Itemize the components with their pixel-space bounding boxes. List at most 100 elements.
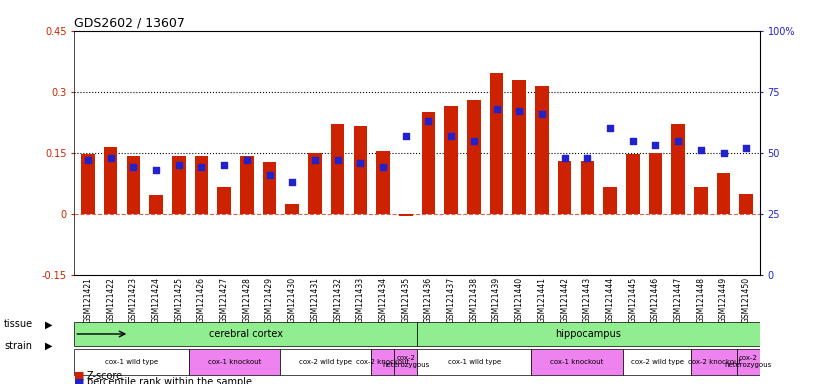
Text: GSM121427: GSM121427 [220, 277, 229, 323]
Text: GSM121449: GSM121449 [719, 277, 728, 323]
Text: GSM121428: GSM121428 [242, 277, 251, 323]
Bar [240, 156, 254, 214]
Bar [581, 161, 594, 214]
Text: GSM121435: GSM121435 [401, 277, 411, 323]
Bar [672, 124, 685, 214]
Bar [354, 126, 368, 214]
Bar [331, 124, 344, 214]
Bar [444, 106, 458, 214]
Bar [717, 173, 730, 214]
Bar [263, 162, 277, 214]
Text: GSM121446: GSM121446 [651, 277, 660, 323]
Text: GSM121434: GSM121434 [378, 277, 387, 323]
Text: ■: ■ [74, 371, 85, 381]
FancyBboxPatch shape [280, 349, 372, 375]
Text: GSM121431: GSM121431 [311, 277, 320, 323]
Text: cox-2 knockout: cox-2 knockout [356, 359, 410, 365]
Point [535, 111, 548, 117]
Text: Z-score: Z-score [87, 371, 123, 381]
Text: GDS2602 / 13607: GDS2602 / 13607 [74, 17, 185, 30]
Text: GSM121436: GSM121436 [424, 277, 433, 323]
Text: GSM121423: GSM121423 [129, 277, 138, 323]
FancyBboxPatch shape [394, 349, 417, 375]
Text: GSM121442: GSM121442 [560, 277, 569, 323]
Point [695, 147, 708, 154]
Bar [490, 73, 503, 214]
Text: cox-2 wild type: cox-2 wild type [630, 359, 684, 365]
FancyBboxPatch shape [737, 349, 760, 375]
FancyBboxPatch shape [531, 349, 623, 375]
Text: GSM121424: GSM121424 [151, 277, 160, 323]
Text: cox-1 knockout: cox-1 knockout [550, 359, 604, 365]
Text: GSM121422: GSM121422 [107, 277, 115, 323]
Bar [626, 154, 639, 214]
Bar [558, 161, 572, 214]
FancyBboxPatch shape [691, 349, 737, 375]
Point [740, 145, 753, 151]
Point [604, 125, 617, 131]
Text: GSM121429: GSM121429 [265, 277, 274, 323]
Point [717, 150, 730, 156]
FancyBboxPatch shape [74, 349, 188, 375]
Bar [195, 156, 208, 214]
Text: cox-2
heterozygous: cox-2 heterozygous [382, 355, 430, 368]
Text: cox-2
heterozygous: cox-2 heterozygous [725, 355, 772, 368]
Point [286, 179, 299, 185]
Bar [286, 204, 299, 214]
Point [354, 159, 367, 166]
Text: hippocampus: hippocampus [556, 329, 621, 339]
Text: ■: ■ [74, 377, 85, 384]
Text: strain: strain [4, 341, 32, 351]
Text: GSM121437: GSM121437 [447, 277, 456, 323]
Text: GSM121445: GSM121445 [629, 277, 638, 323]
Bar [217, 187, 231, 214]
FancyBboxPatch shape [623, 349, 691, 375]
Text: GSM121430: GSM121430 [287, 277, 297, 323]
Text: percentile rank within the sample: percentile rank within the sample [87, 377, 252, 384]
Bar [399, 214, 413, 216]
Text: GSM121426: GSM121426 [197, 277, 206, 323]
Point [626, 137, 639, 144]
Bar [172, 156, 186, 214]
Text: ▶: ▶ [45, 319, 53, 329]
Text: cox-2 wild type: cox-2 wild type [299, 359, 352, 365]
Point [581, 155, 594, 161]
FancyBboxPatch shape [188, 349, 280, 375]
Text: GSM121440: GSM121440 [515, 277, 524, 323]
Point [195, 164, 208, 170]
Text: cox-1 wild type: cox-1 wild type [448, 359, 501, 365]
Bar [150, 195, 163, 214]
Text: GSM121448: GSM121448 [696, 277, 705, 323]
FancyBboxPatch shape [417, 349, 531, 375]
Bar [467, 100, 481, 214]
Point [399, 132, 412, 139]
Point [217, 162, 230, 168]
Text: ▶: ▶ [45, 341, 53, 351]
Bar [126, 156, 140, 214]
Text: GSM121450: GSM121450 [742, 277, 751, 323]
Text: GSM121444: GSM121444 [605, 277, 615, 323]
Bar [739, 194, 753, 214]
Text: tissue: tissue [4, 319, 33, 329]
Point [558, 155, 572, 161]
Text: cerebral cortex: cerebral cortex [209, 329, 282, 339]
Text: GSM121421: GSM121421 [83, 277, 93, 323]
Point [150, 167, 163, 173]
Text: GSM121441: GSM121441 [538, 277, 547, 323]
Point [377, 164, 390, 170]
Point [81, 157, 94, 163]
FancyBboxPatch shape [372, 349, 394, 375]
Point [308, 157, 321, 163]
Bar [535, 86, 548, 214]
Text: cox-1 knockout: cox-1 knockout [207, 359, 261, 365]
Point [126, 164, 140, 170]
Point [444, 132, 458, 139]
Text: GSM121438: GSM121438 [469, 277, 478, 323]
Text: GSM121443: GSM121443 [583, 277, 592, 323]
Point [513, 108, 526, 114]
Bar [694, 187, 708, 214]
Text: cox-2 knockout: cox-2 knockout [687, 359, 741, 365]
Text: GSM121447: GSM121447 [674, 277, 683, 323]
Point [331, 157, 344, 163]
Bar [308, 153, 322, 214]
